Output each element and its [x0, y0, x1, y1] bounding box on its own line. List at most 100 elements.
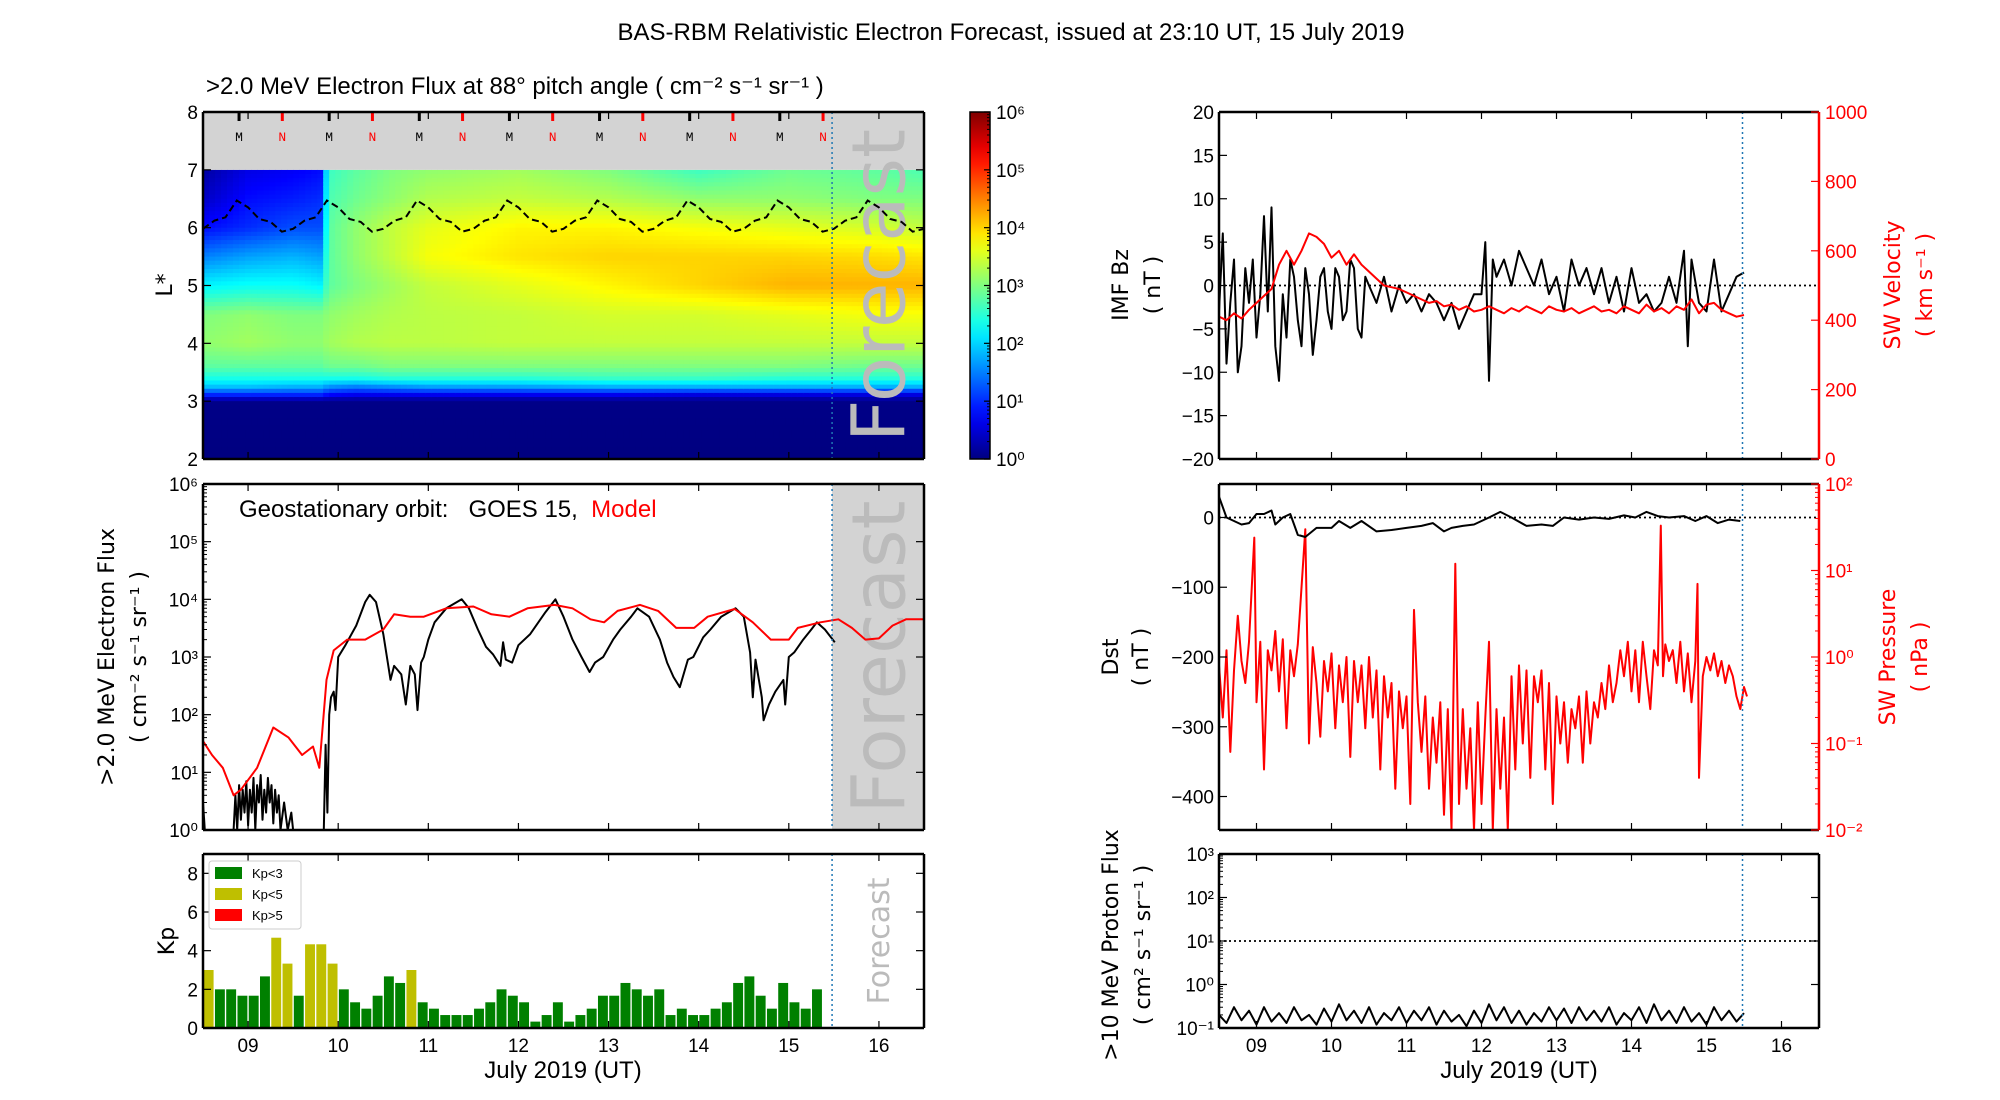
heatmap-cell — [575, 281, 583, 287]
heatmap-cell — [269, 442, 276, 448]
heatmap-cell — [215, 442, 222, 448]
heatmap-cell — [293, 376, 300, 382]
heatmap-cell — [359, 268, 366, 274]
heatmap-cell — [395, 198, 402, 204]
heatmap-cell — [545, 417, 553, 423]
heatmap-cell — [371, 409, 378, 415]
heatmap-cell — [305, 442, 312, 448]
heatmap-cell — [515, 438, 523, 444]
heatmap-cell — [605, 368, 613, 373]
heatmap-cell — [335, 347, 342, 353]
heatmap-cell — [395, 450, 402, 456]
heatmap-cell — [491, 343, 499, 349]
heatmap-cell — [563, 446, 571, 452]
heatmap-cell — [533, 306, 541, 311]
heatmap-cell — [431, 297, 438, 303]
heatmap-cell — [599, 215, 607, 220]
heatmap-cell — [401, 285, 408, 291]
heatmap-cell — [497, 339, 505, 344]
heatmap-cell — [257, 302, 264, 307]
heatmap-cell — [293, 186, 300, 192]
heatmap-cell — [593, 417, 601, 423]
heatmap-cell — [323, 235, 330, 241]
heatmap-cell — [599, 405, 607, 411]
heatmap-cell — [245, 392, 252, 398]
heatmap-cell — [299, 227, 306, 233]
heatmap-cell — [461, 421, 468, 427]
heatmap-cell — [449, 297, 456, 303]
heatmap-cell — [257, 413, 264, 419]
heatmap-cell — [329, 293, 336, 299]
heatmap-cell — [545, 339, 553, 344]
heatmap-cell — [221, 194, 228, 200]
heatmap-cell — [245, 211, 252, 216]
heatmap-cell — [569, 413, 577, 419]
heatmap-cell — [371, 450, 378, 456]
heatmap-cell — [371, 310, 378, 316]
heatmap-cell — [377, 235, 384, 241]
heatmap-cell — [401, 409, 408, 415]
heatmap-cell — [383, 240, 390, 245]
heatmap-cell — [257, 446, 264, 452]
heatmap-cell — [353, 368, 360, 373]
heatmap-cell — [533, 413, 541, 419]
heatmap-cell — [491, 244, 499, 249]
heatmap-cell — [575, 347, 583, 353]
heatmap-cell — [233, 289, 240, 295]
heatmap-cell — [395, 438, 402, 444]
heatmap-cell — [527, 310, 535, 316]
heatmap-cell — [473, 384, 480, 390]
heatmap-cell — [359, 363, 366, 369]
heatmap-cell — [311, 256, 318, 262]
heatmap-cell — [623, 223, 631, 229]
heatmap-cell — [431, 277, 438, 282]
heatmap-cell — [335, 231, 342, 237]
heatmap-cell — [491, 289, 499, 295]
heatmap-cell — [497, 343, 505, 349]
heatmap-cell — [431, 380, 438, 386]
heatmap-cell — [557, 273, 565, 278]
heatmap-cell — [365, 231, 372, 237]
heatmap-cell — [329, 215, 336, 220]
heatmap-cell — [239, 215, 246, 220]
heatmap-cell — [257, 289, 264, 295]
heatmap-cell — [359, 248, 366, 254]
heatmap-cell — [563, 169, 571, 175]
heatmap-cell — [533, 335, 541, 340]
heatmap-cell — [239, 425, 246, 431]
heatmap-cell — [521, 335, 529, 340]
heatmap-cell — [263, 330, 270, 336]
heatmap-cell — [401, 182, 408, 187]
heatmap-cell — [407, 372, 414, 377]
heatmap-cell — [575, 343, 583, 349]
heatmap-cell — [443, 268, 450, 274]
heatmap-cell — [413, 363, 420, 369]
heatmap-cell — [245, 326, 252, 332]
heatmap-cell — [431, 219, 438, 225]
heatmap-cell — [275, 173, 282, 179]
heatmap-cell — [215, 281, 222, 287]
heatmap-cell — [203, 380, 210, 386]
heatmap-cell — [437, 310, 444, 316]
heatmap-cell — [557, 182, 565, 187]
heatmap-cell — [521, 289, 529, 295]
heatmap-cell — [413, 252, 420, 258]
heatmap-cell — [329, 413, 336, 419]
heatmap-cell — [329, 314, 336, 320]
heatmap-cell — [521, 368, 529, 373]
heatmap-cell — [341, 240, 348, 245]
heatmap-cell — [599, 235, 607, 241]
heatmap-cell — [497, 219, 505, 225]
heatmap-cell — [425, 202, 432, 208]
heatmap-cell — [509, 240, 517, 245]
heatmap-cell — [269, 339, 276, 344]
heatmap-cell — [581, 434, 589, 439]
heatmap-cell — [329, 231, 336, 237]
heatmap-cell — [209, 182, 216, 187]
heatmap-cell — [533, 392, 541, 398]
heatmap-cell — [437, 182, 444, 187]
heatmap-cell — [431, 417, 438, 423]
heatmap-cell — [377, 289, 384, 295]
heatmap-cell — [383, 318, 390, 324]
heatmap-cell — [551, 376, 559, 382]
